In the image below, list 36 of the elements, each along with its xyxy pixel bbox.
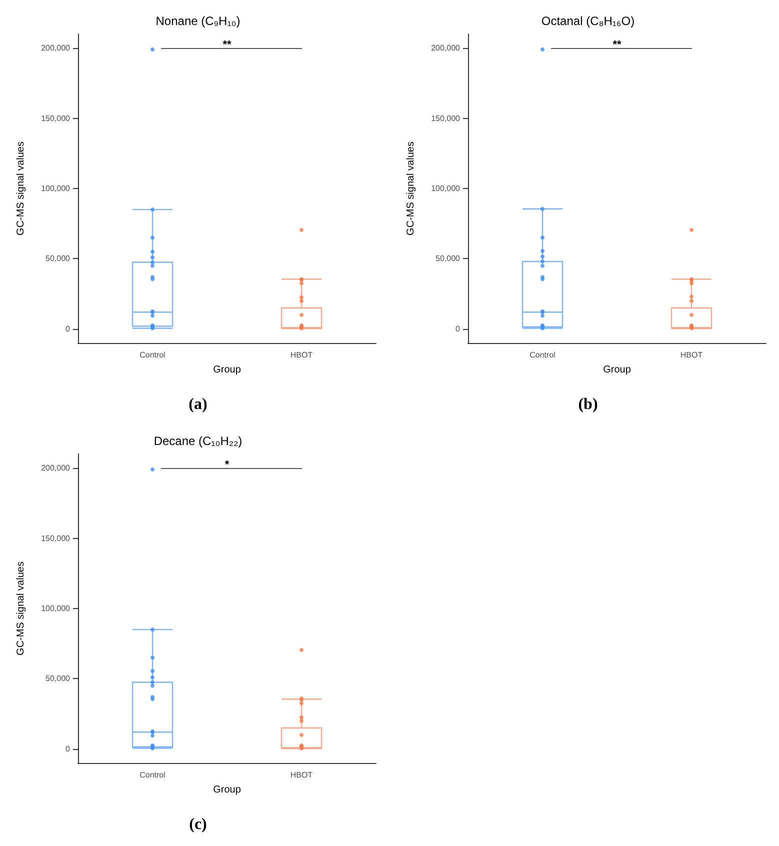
y-axis-title: GC-MS signal values xyxy=(406,142,416,236)
text: (b) xyxy=(577,396,599,414)
y-tick-label: 50,000 xyxy=(436,254,461,264)
annotation: ** xyxy=(222,39,232,52)
y-tick-label: 50,000 xyxy=(46,254,71,264)
chart-title: Octanal (C₈H₁₆O) xyxy=(541,14,635,28)
x-tick-label: Control xyxy=(140,350,166,360)
x-tick-label: Control xyxy=(140,770,166,780)
y-tick-label: 0 xyxy=(66,324,71,334)
annotation: * xyxy=(224,459,230,472)
y-tick-label: 0 xyxy=(66,744,71,754)
y-tick-label: 200,000 xyxy=(431,44,461,53)
x-tick-label: Control xyxy=(530,350,556,360)
y-tick-label: 200,000 xyxy=(41,44,71,53)
chart-title: Decane (C₁₀H₂₂) xyxy=(154,434,242,448)
y-axis-title: GC-MS signal values xyxy=(16,562,26,656)
text: (a) xyxy=(188,396,208,414)
x-axis-title: Group xyxy=(213,364,242,376)
annotation: ** xyxy=(612,39,622,52)
y-tick-label: 150,000 xyxy=(431,114,461,123)
x-tick-label: HBOT xyxy=(290,770,313,780)
chart-title: Nonane (C₉H₁₀) xyxy=(156,14,240,28)
y-tick-label: 100,000 xyxy=(41,184,71,193)
y-tick-label: 150,000 xyxy=(41,114,71,123)
y-tick-label: 0 xyxy=(456,324,461,334)
y-tick-label: 150,000 xyxy=(41,534,71,543)
y-tick-label: 50,000 xyxy=(46,674,71,684)
y-axis-title: GC-MS signal values xyxy=(16,142,26,236)
x-tick-label: HBOT xyxy=(290,350,313,360)
y-tick-label: 100,000 xyxy=(41,604,71,613)
y-tick-label: 200,000 xyxy=(41,464,71,473)
x-axis-title: Group xyxy=(603,364,632,376)
x-axis-title: Group xyxy=(213,784,242,796)
y-tick-label: 100,000 xyxy=(431,184,461,193)
x-tick-label: HBOT xyxy=(680,350,703,360)
text: (c) xyxy=(188,816,208,834)
